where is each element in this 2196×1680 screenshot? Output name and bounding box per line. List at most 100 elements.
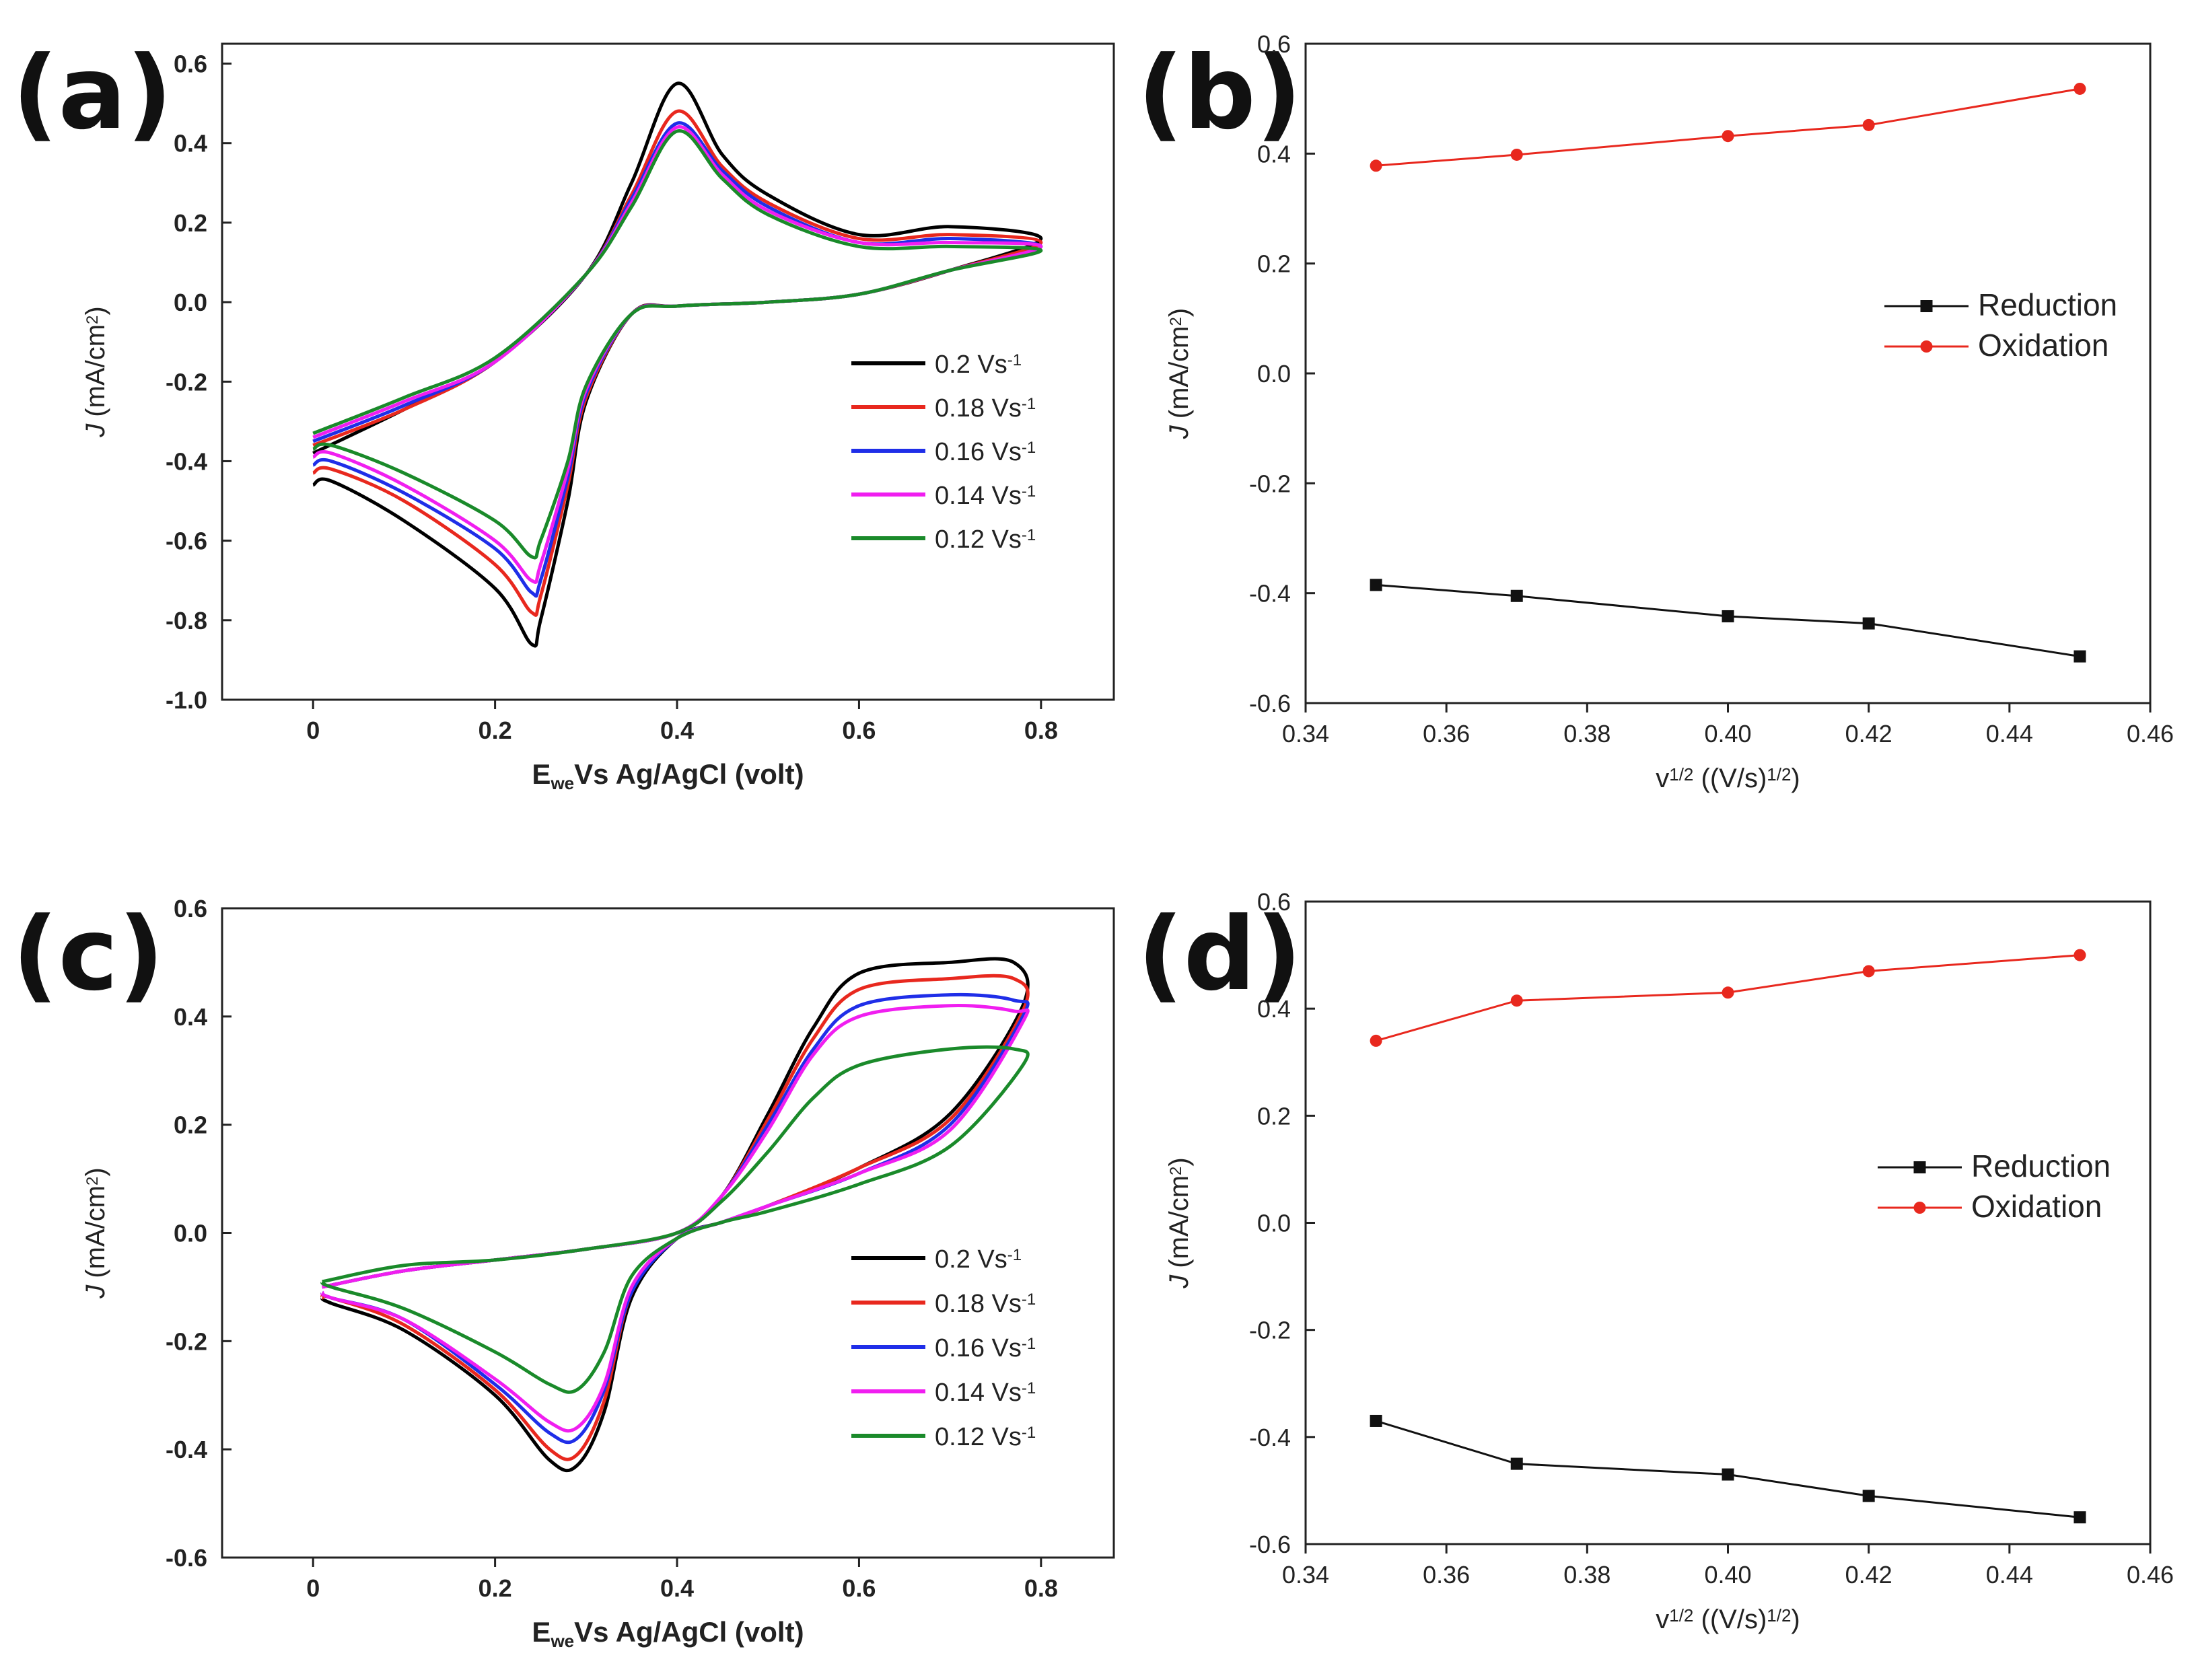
y-tick-label: -0.4	[166, 447, 207, 475]
y-axis-title: J (mA/cm2)	[1164, 308, 1194, 439]
legend-label-text: 0.18 Vs	[935, 394, 1022, 423]
data-point-circle	[1370, 1034, 1382, 1047]
y-tick-label: 0.6	[174, 50, 207, 78]
legend-label-text: 0.14 Vs	[935, 482, 1022, 510]
x-tick-label: 0.34	[1282, 720, 1329, 747]
series-line-0-18-vs	[312, 109, 1043, 617]
series-line-0-16-vs	[320, 992, 1030, 1445]
legend-label-text: 0.14 Vs	[935, 1379, 1022, 1407]
y-axis-title-part: )	[81, 1167, 110, 1176]
series-line-0-14-vs	[320, 1004, 1030, 1433]
series-line-oxidation	[1376, 87, 2080, 167]
y-axis-title-part: J	[1164, 1274, 1194, 1289]
legend-label: 0.14 Vs-1	[935, 482, 1036, 510]
x-tick-label: 0.40	[1704, 720, 1751, 747]
data-point-square	[1862, 1490, 1875, 1502]
y-tick-label: -0.4	[1249, 580, 1291, 608]
legend-label-text: Reduction	[1971, 1148, 2111, 1183]
x-tick-label: 0.2	[479, 1574, 512, 1602]
legend-label: 0.18 Vs-1	[935, 1290, 1036, 1318]
legend-label: 0.12 Vs-1	[935, 1423, 1036, 1451]
y-tick-label: 0.0	[1257, 360, 1291, 388]
y-axis-title-part: 2	[83, 1177, 102, 1185]
data-point-circle	[1510, 994, 1523, 1007]
series-line-0-12-vs	[320, 1045, 1030, 1394]
legend-label-text: 0.2 Vs	[935, 1245, 1007, 1274]
series-line-0-16-vs	[312, 121, 1043, 598]
data-point-square	[1510, 589, 1523, 602]
panel-label: (d)	[1137, 896, 1302, 1013]
legend: Reduction Oxidation	[1884, 287, 2117, 363]
y-tick-label: -0.6	[166, 1544, 207, 1572]
y-tick-label: 0.6	[1257, 30, 1291, 58]
y-tick-label: -0.2	[166, 1327, 207, 1355]
legend-label: 0.2 Vs-1	[935, 351, 1022, 379]
legend-label-sup: -1	[1022, 439, 1036, 457]
y-tick-label: -0.6	[1249, 1531, 1291, 1558]
data-point-circle	[2074, 82, 2086, 95]
data-point-square	[1722, 610, 1734, 622]
legend-label: 0.14 Vs-1	[935, 1379, 1036, 1407]
x-axis-title: EweVs Ag/AgCl (volt)	[532, 1616, 804, 1651]
x-axis-title: EweVs Ag/AgCl (volt)	[532, 758, 804, 793]
y-tick-label: 0.2	[174, 1111, 207, 1139]
x-tick-label: 0.40	[1704, 1561, 1751, 1588]
series-group	[312, 81, 1043, 648]
y-tick-label: -0.6	[166, 527, 207, 555]
y-tick-label: 0.2	[1257, 250, 1291, 278]
data-point-circle	[1862, 965, 1875, 978]
data-point-square	[1862, 617, 1875, 630]
x-axis-title: v1/2 ((V/s)1/2)	[1656, 764, 1800, 793]
panel-label: (b)	[1137, 35, 1302, 152]
x-axis-title-part: 1/2	[1669, 764, 1693, 784]
series-group	[1370, 82, 2086, 663]
x-tick-label: 0.46	[2127, 720, 2174, 747]
legend-label: 0.16 Vs-1	[935, 438, 1036, 466]
x-axis-title-part: 1/2	[1767, 1605, 1791, 1626]
y-tick-label: -1.0	[166, 686, 207, 714]
panel-label: (c)	[12, 896, 164, 1013]
y-tick-label: 0.4	[1257, 995, 1291, 1023]
legend-label-text: 0.16 Vs	[935, 1334, 1022, 1362]
x-tick-label: 0.36	[1423, 720, 1470, 747]
y-tick-label: 0.0	[174, 1220, 207, 1247]
x-axis-title-part: Vs Ag/AgCl (volt)	[574, 1616, 804, 1648]
y-axis-title-part: (mA/cm	[1164, 326, 1194, 418]
y-tick-label: 0.2	[1257, 1102, 1291, 1130]
y-axis-title-part: (mA/cm	[1164, 1175, 1194, 1268]
panel-label: (a)	[12, 35, 172, 152]
x-tick-label: 0.44	[1986, 1561, 2033, 1588]
legend-marker-square	[1920, 300, 1933, 312]
y-axis-title: J (mA/cm2)	[81, 306, 110, 437]
y-axis-title-part: )	[1164, 1157, 1194, 1166]
legend-label-text: Oxidation	[1978, 328, 2109, 363]
legend-label: 0.12 Vs-1	[935, 525, 1036, 554]
x-axis-title-part: ((V/s)	[1693, 764, 1767, 793]
y-axis-title-part: 2	[1167, 1167, 1185, 1175]
data-point-circle	[2074, 949, 2086, 961]
data-point-circle	[1862, 118, 1875, 131]
x-tick-label: 0.4	[660, 1574, 694, 1602]
legend-label-text: 0.12 Vs	[935, 525, 1022, 554]
legend-label: 0.2 Vs-1	[935, 1245, 1022, 1274]
x-tick-label: 0.8	[1024, 1574, 1058, 1602]
y-axis-title-part: 2	[83, 316, 102, 324]
legend-label-sup: -1	[1007, 351, 1022, 369]
x-axis-title-part: v	[1656, 764, 1669, 793]
data-point-circle	[1370, 159, 1382, 172]
y-tick-label: 0.0	[174, 289, 207, 316]
legend-label-text: Oxidation	[1971, 1189, 2102, 1224]
legend-label-text: 0.12 Vs	[935, 1423, 1022, 1451]
y-tick-label: 0.4	[1257, 140, 1291, 168]
legend-marker-circle	[1920, 340, 1933, 353]
x-axis-title-part: Vs Ag/AgCl (volt)	[574, 758, 804, 790]
legend-label-text: 0.2 Vs	[935, 351, 1007, 379]
y-axis-title-part: J	[81, 423, 110, 438]
legend-marker-circle	[1913, 1202, 1926, 1214]
x-tick-label: 0.6	[842, 717, 876, 744]
chart-panel-d: (d) 0.34 0.36 0.38 0.40 0.42 0.44 0.46 0.6 0.4 0.2…	[1137, 888, 2174, 1634]
x-axis-title-part: E	[532, 1616, 551, 1648]
legend-marker-square	[1913, 1161, 1926, 1173]
y-tick-label: -0.2	[166, 368, 207, 396]
y-axis-title-part: J	[1164, 425, 1194, 439]
